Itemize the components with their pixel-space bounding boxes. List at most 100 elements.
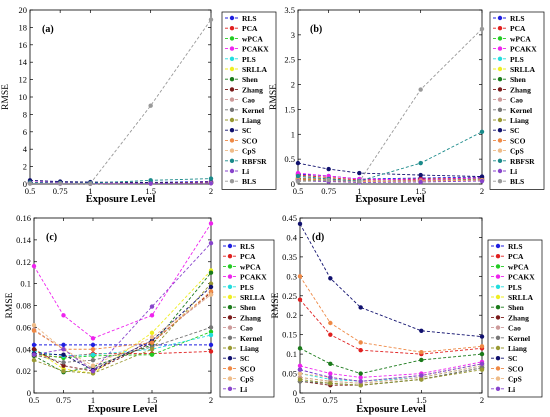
data-point [479, 129, 485, 134]
legend-label: SC [508, 354, 518, 363]
y-tick-label: 0 [293, 388, 297, 398]
y-tick-label: 0.02 [16, 366, 31, 376]
legend-label: SRLLA [242, 65, 268, 74]
legend-label: SC [240, 354, 250, 363]
legend-marker [229, 97, 235, 102]
data-point [31, 328, 37, 333]
legend-label: RLS [510, 14, 525, 23]
y-tick-label: 0.25 [282, 291, 297, 301]
legend-label: Cao [510, 96, 523, 105]
y-tick-label: 0.14 [16, 235, 32, 245]
legend-marker [497, 97, 503, 102]
x-tick-label: 2 [480, 395, 484, 405]
y-tick-label: 0.15 [282, 330, 297, 340]
data-point [328, 361, 333, 367]
data-point [479, 361, 485, 367]
legend-marker [497, 128, 503, 133]
x-tick-label: 1.5 [145, 186, 156, 196]
legend-marker [497, 56, 503, 61]
data-point [328, 375, 333, 380]
data-point [418, 179, 423, 185]
y-tick-label: 1 [291, 129, 295, 139]
legend-label: PCAKX [508, 273, 535, 282]
data-point [208, 221, 214, 226]
legend-label: Zhang [242, 85, 263, 94]
data-point [479, 367, 485, 372]
legend-marker [495, 264, 501, 269]
panel-label: (c) [46, 232, 57, 243]
y-tick-label: 10 [19, 92, 28, 102]
legend-marker [227, 274, 233, 279]
x-tick-label: 2 [209, 186, 213, 196]
data-point [297, 371, 303, 376]
legend-label: Liang [240, 344, 259, 353]
legend-marker [497, 87, 503, 92]
x-axis-label: Exposure Level [356, 404, 426, 415]
y-tick-label: 3 [291, 30, 295, 40]
legend-marker [229, 26, 235, 31]
legend-label: CpS [240, 375, 254, 384]
legend-label: PCAKX [240, 273, 267, 282]
y-tick-label: 0.3 [286, 271, 297, 281]
data-point [419, 373, 424, 378]
data-point [479, 344, 485, 349]
data-point [208, 17, 214, 22]
legend-marker [227, 305, 233, 310]
legend-label: Cao [242, 96, 255, 105]
data-point [419, 377, 424, 382]
legend-marker [229, 15, 235, 21]
legend-marker [227, 243, 233, 249]
data-point [90, 357, 96, 363]
legend-marker [229, 56, 235, 61]
data-point [208, 270, 214, 275]
legend-label: Shen [240, 303, 257, 312]
y-tick-label: 18 [19, 22, 28, 32]
x-tick-label: 0.75 [323, 395, 338, 405]
data-point [208, 284, 214, 290]
data-point [358, 348, 363, 353]
data-point [31, 352, 37, 357]
legend-marker [497, 36, 503, 41]
data-point [31, 347, 37, 352]
data-point [208, 325, 214, 330]
legend-label: CpS [510, 147, 524, 156]
y-tick-label: 0.4 [286, 232, 297, 242]
legend-marker [495, 254, 501, 259]
legend-marker [229, 107, 235, 113]
data-point [90, 342, 96, 348]
data-point [61, 313, 66, 318]
data-point [419, 328, 424, 333]
x-tick-label: 2 [209, 395, 213, 405]
legend-marker [495, 243, 501, 249]
data-point [149, 313, 155, 318]
legend-label: RLS [240, 242, 255, 251]
legend-marker [227, 294, 233, 300]
legend-marker [227, 264, 233, 269]
x-axis-label: Exposure Level [86, 194, 156, 205]
data-point [208, 292, 214, 297]
legend-label: RLS [508, 242, 523, 251]
legend-marker [497, 26, 503, 31]
data-point [419, 349, 424, 355]
data-point [90, 336, 96, 341]
data-point [31, 263, 37, 269]
legend-marker [495, 345, 501, 351]
x-tick-label: 1 [357, 186, 361, 196]
legend-label: CpS [242, 147, 256, 156]
y-tick-label: 2 [23, 162, 27, 172]
legend-marker [229, 46, 235, 51]
legend-label: SRLLA [510, 65, 536, 74]
chart-panel: 0 0.02 0.04 0.06 0.08 0.1 0.12 0.14 0.16 0.5 0.75 1… [5, 213, 275, 415]
data-point [208, 289, 214, 294]
x-tick-label: 0.5 [295, 395, 306, 405]
data-point [61, 360, 66, 365]
data-point [357, 170, 362, 176]
y-tick-label: 3.5 [284, 5, 295, 15]
data-point [90, 368, 96, 374]
legend-marker [227, 376, 233, 381]
legend-label: SCO [242, 136, 258, 145]
legend-label: PCA [508, 252, 524, 261]
legend-label: RLS [242, 14, 257, 23]
data-point [57, 181, 63, 186]
